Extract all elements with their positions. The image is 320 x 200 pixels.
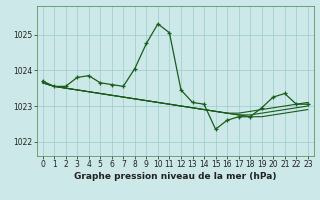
X-axis label: Graphe pression niveau de la mer (hPa): Graphe pression niveau de la mer (hPa) bbox=[74, 172, 276, 181]
